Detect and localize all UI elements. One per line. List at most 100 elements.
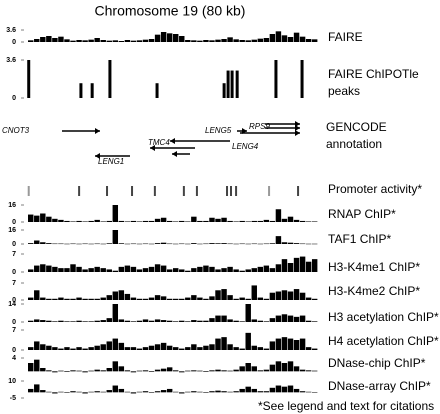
track-label: DNase-chip ChIP* xyxy=(328,356,426,370)
signal-bar xyxy=(142,370,149,372)
signal-bar xyxy=(245,298,251,300)
y-tick-label: 16 xyxy=(8,227,16,234)
signal-bar xyxy=(46,345,52,350)
signal-bar xyxy=(191,40,197,42)
signal-bar xyxy=(203,265,209,272)
signal-bar xyxy=(305,221,312,222)
signal-bar xyxy=(58,297,64,300)
signal-bar xyxy=(239,270,245,272)
signal-bar xyxy=(82,392,88,394)
y-tick-label: 14 xyxy=(8,301,16,308)
signal-bar xyxy=(257,220,264,222)
signal-bar xyxy=(209,217,215,222)
signal-bar xyxy=(88,391,94,393)
signal-bar xyxy=(112,338,119,350)
signal-bar xyxy=(124,347,131,350)
signal-bar xyxy=(179,392,185,394)
signal-bar xyxy=(233,369,239,372)
signal-bar xyxy=(191,370,197,372)
signal-bar xyxy=(148,345,155,350)
y-tick-label: -5 xyxy=(10,395,16,402)
signal-bar xyxy=(106,220,112,222)
signal-bar xyxy=(88,298,94,300)
signal-bar xyxy=(191,295,197,300)
signal-bar xyxy=(58,219,64,222)
signal-bar xyxy=(197,40,203,42)
signal-bar xyxy=(112,291,119,300)
signal-bar xyxy=(299,369,306,372)
signal-bar xyxy=(118,366,125,372)
signal-bar xyxy=(305,320,312,322)
signal-bar xyxy=(94,266,100,272)
signal-bar xyxy=(185,347,191,350)
signal-bar xyxy=(287,385,294,393)
signal-bar xyxy=(148,243,155,245)
signal-bar xyxy=(233,391,239,393)
signal-bar xyxy=(179,298,185,300)
signal-bar xyxy=(221,39,227,42)
signal-bar xyxy=(28,388,34,393)
signal-bar xyxy=(275,291,282,300)
track-label: FAIRE xyxy=(328,30,363,44)
signal-bar xyxy=(82,221,88,222)
peak xyxy=(90,83,94,98)
signal-bar xyxy=(88,321,94,322)
signal-bar xyxy=(94,345,100,350)
signal-bar xyxy=(82,269,88,272)
signal-bar xyxy=(299,391,306,393)
signal-bar xyxy=(88,347,94,350)
signal-bar xyxy=(293,289,300,300)
signal-bar xyxy=(311,348,318,350)
signal-bar xyxy=(112,270,119,272)
signal-bar xyxy=(70,348,76,350)
signal-bar xyxy=(191,268,197,272)
signal-bar xyxy=(311,259,318,272)
track-label: H3-K4me1 ChIP* xyxy=(328,260,420,274)
signal-bar xyxy=(166,33,173,42)
signal-bar xyxy=(118,319,125,322)
signal-bar xyxy=(166,298,173,300)
signal-bar xyxy=(239,243,245,245)
signal-bar xyxy=(124,391,131,393)
signal-bar xyxy=(166,243,173,245)
promoter-mark xyxy=(195,186,198,196)
signal-bar xyxy=(154,264,161,272)
signal-bar xyxy=(191,344,197,350)
y-tick-label: 0 xyxy=(12,95,16,102)
signal-bar xyxy=(245,269,251,272)
signal-bar xyxy=(34,39,40,42)
signal-bar xyxy=(76,40,82,42)
signal-bar xyxy=(106,40,112,42)
signal-bar xyxy=(293,316,300,322)
signal-bar xyxy=(227,391,233,393)
y-tick-label: 3.6 xyxy=(6,57,16,64)
signal-bar xyxy=(215,290,221,300)
signal-bar xyxy=(263,265,270,272)
signal-bar xyxy=(28,243,34,244)
signal-bar xyxy=(293,32,300,42)
promoter-mark xyxy=(297,186,300,196)
signal-bar xyxy=(160,217,167,222)
signal-bar xyxy=(154,295,161,300)
signal-bar xyxy=(209,344,215,350)
signal-bar xyxy=(215,269,221,272)
signal-bar xyxy=(130,321,137,322)
signal-bar xyxy=(275,315,282,322)
arrow-head xyxy=(295,130,300,136)
signal-bar xyxy=(293,340,300,350)
signal-bar xyxy=(209,243,215,244)
signal-bar xyxy=(257,266,264,272)
signal-bar xyxy=(58,268,64,272)
signal-bar xyxy=(227,266,233,272)
signal-bar xyxy=(88,370,94,372)
signal-bar xyxy=(100,344,106,350)
signal-bar xyxy=(112,205,119,222)
signal-bar xyxy=(82,348,88,350)
signal-bar xyxy=(287,263,294,272)
signal-bar xyxy=(118,220,125,222)
signal-bar xyxy=(173,268,179,272)
promoter-mark xyxy=(106,186,109,196)
signal-bar xyxy=(112,40,119,42)
signal-bar xyxy=(136,40,143,42)
y-tick-label: 7 xyxy=(12,280,16,287)
